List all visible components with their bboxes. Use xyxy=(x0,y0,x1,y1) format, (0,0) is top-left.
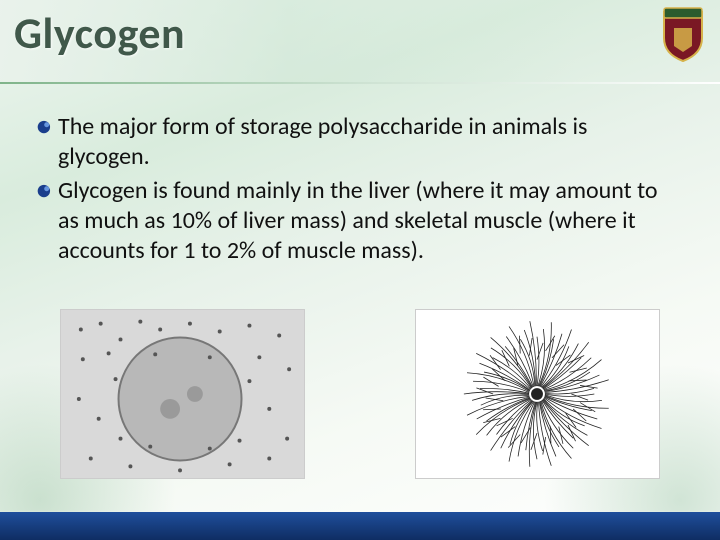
slide-title: Glycogen xyxy=(14,6,185,60)
title-underline xyxy=(0,82,720,84)
slide: Glycogen The major form of storage polys… xyxy=(0,0,720,540)
bullet-text: The major form of storage polysaccharide… xyxy=(58,112,676,172)
university-crest-icon xyxy=(660,6,706,62)
figure-cell-micrograph xyxy=(60,309,305,479)
bullet-marker-icon xyxy=(36,118,54,140)
bullet-item: Glycogen is found mainly in the liver (w… xyxy=(36,176,676,266)
bullet-marker-icon xyxy=(36,182,54,204)
footer-band xyxy=(0,512,720,540)
bullet-item: The major form of storage polysaccharide… xyxy=(36,112,676,172)
figure-glycogen-particle xyxy=(415,309,660,479)
content-area: The major form of storage polysaccharide… xyxy=(36,112,676,270)
figures-row xyxy=(60,304,660,484)
bullet-text: Glycogen is found mainly in the liver (w… xyxy=(58,176,676,266)
